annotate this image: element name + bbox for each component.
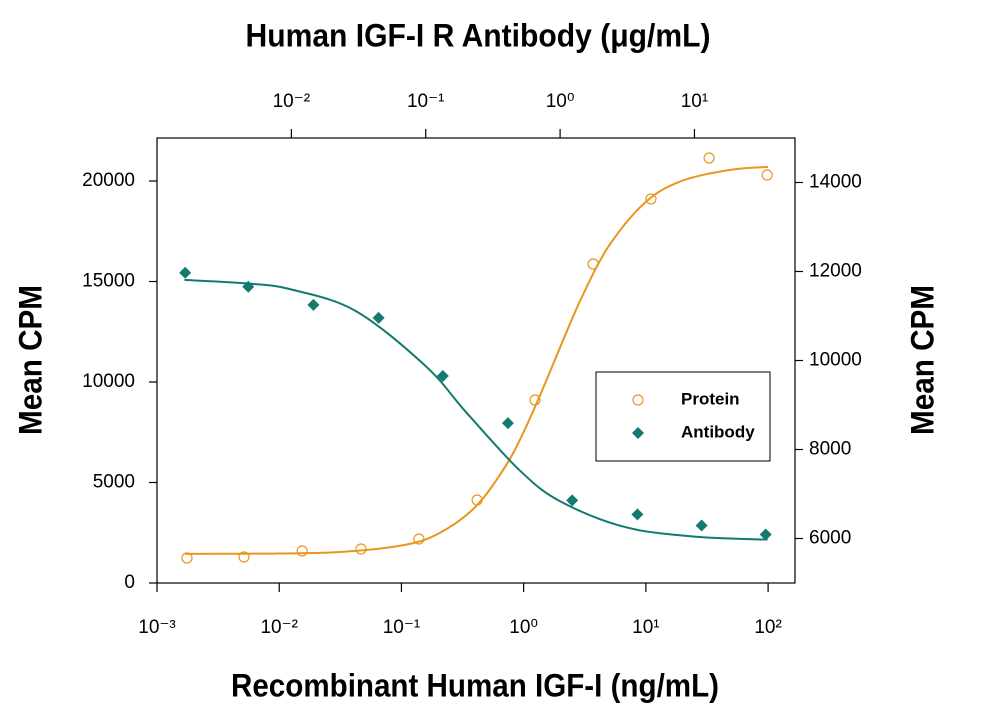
fit-curve	[185, 165, 769, 555]
left-axis-title: Mean CPM	[12, 285, 48, 435]
legend-label: Antibody	[681, 422, 755, 441]
x2-tick-label: 10⁰	[546, 91, 575, 112]
data-point	[296, 545, 308, 557]
y2-tick-label: 8000	[809, 439, 851, 460]
x-tick-label: 10⁰	[509, 617, 538, 638]
x2-tick-label: 10⁻¹	[407, 91, 445, 112]
plot-frame	[156, 137, 796, 584]
data-point	[759, 528, 772, 541]
data-point	[645, 193, 657, 205]
x-tick-label: 10⁻²	[260, 617, 298, 638]
x-tick-label: 10¹	[632, 617, 659, 638]
data-point	[307, 298, 320, 311]
legend-marker	[632, 427, 644, 439]
data-point	[695, 519, 708, 532]
data-point	[181, 552, 193, 564]
y-tick-label: 10000	[82, 371, 135, 392]
fit-curve	[184, 278, 768, 541]
data-point	[413, 533, 425, 545]
data-point	[631, 508, 644, 521]
data-point	[471, 494, 483, 506]
y2-tick-label: 12000	[809, 261, 862, 282]
y2-tick-label: 14000	[809, 172, 862, 193]
y-tick-label: 20000	[82, 170, 135, 191]
x2-tick-label: 10⁻²	[273, 91, 311, 112]
data-point	[372, 311, 385, 324]
right-axis-title: Mean CPM	[904, 285, 940, 435]
data-point	[761, 169, 773, 181]
data-point	[703, 152, 715, 164]
x-tick-label: 10²	[754, 617, 781, 638]
y-tick-label: 0	[124, 572, 135, 593]
legend-label: Protein	[681, 389, 740, 408]
data-point	[242, 280, 255, 293]
x-tick-label: 10⁻³	[138, 617, 176, 638]
legend-marker	[632, 394, 644, 406]
legend-box	[595, 371, 771, 462]
data-point	[529, 394, 541, 406]
data-point	[587, 258, 599, 270]
y2-tick-label: 10000	[809, 350, 862, 371]
data-point	[355, 543, 367, 555]
y-tick-label: 5000	[93, 472, 135, 493]
y2-tick-label: 6000	[809, 528, 851, 549]
data-point	[501, 417, 514, 430]
y-tick-label: 15000	[82, 271, 135, 292]
data-point	[566, 494, 579, 507]
top-axis-title: Human IGF-I R Antibody (μg/mL)	[246, 17, 711, 53]
data-point	[179, 266, 192, 279]
bottom-axis-title: Recombinant Human IGF-I (ng/mL)	[231, 667, 719, 703]
data-point	[238, 551, 250, 563]
data-point	[436, 370, 449, 383]
x-tick-label: 10⁻¹	[383, 617, 421, 638]
x2-tick-label: 10¹	[681, 91, 708, 112]
